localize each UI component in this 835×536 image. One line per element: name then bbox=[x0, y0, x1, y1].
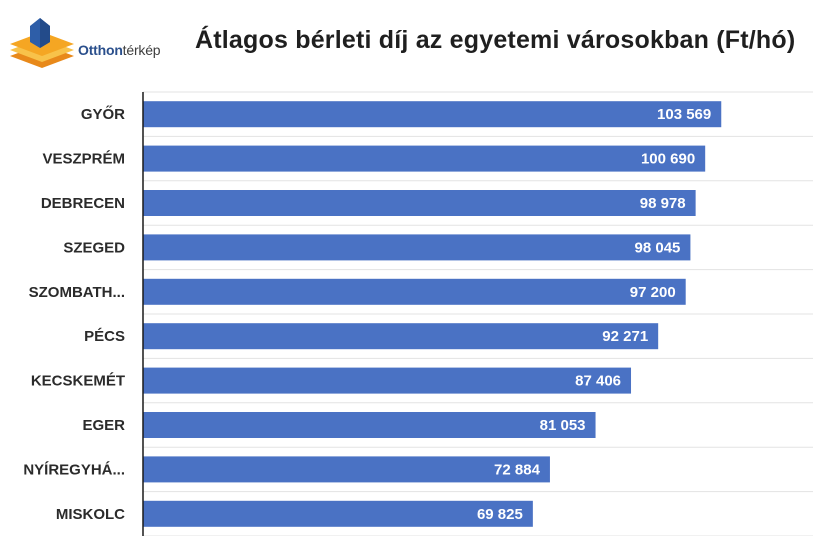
bar-value-label: 87 406 bbox=[575, 373, 621, 390]
logo-text: Otthontérkép bbox=[78, 42, 161, 58]
category-label: GYŐR bbox=[81, 105, 125, 123]
category-label: DEBRECEN bbox=[41, 195, 125, 212]
bar bbox=[143, 367, 632, 394]
bar bbox=[143, 234, 691, 261]
category-label: NYÍREGYHÁ... bbox=[23, 461, 125, 478]
bar bbox=[143, 456, 550, 483]
logo-text-light: térkép bbox=[122, 42, 161, 58]
category-label: KECSKEMÉT bbox=[31, 373, 125, 390]
bar bbox=[143, 101, 722, 128]
bar-value-label: 92 271 bbox=[602, 328, 648, 345]
bar-value-label: 98 978 bbox=[640, 195, 686, 212]
bar bbox=[143, 412, 596, 438]
category-label: SZOMBATH... bbox=[29, 284, 125, 301]
bar-value-label: 98 045 bbox=[635, 239, 681, 256]
bar bbox=[143, 278, 686, 305]
category-label: EGER bbox=[82, 417, 125, 434]
bar-value-label: 100 690 bbox=[641, 151, 695, 168]
bar-value-label: 97 200 bbox=[630, 284, 676, 301]
category-label: SZEGED bbox=[63, 239, 125, 256]
logo-text-bold: Otthon bbox=[78, 42, 123, 58]
category-label: MISKOLC bbox=[56, 506, 125, 523]
category-label: VESZPRÉM bbox=[42, 151, 125, 168]
bar-value-label: 103 569 bbox=[657, 106, 711, 123]
bar-value-label: 69 825 bbox=[477, 506, 523, 523]
bar bbox=[143, 323, 659, 350]
chart-title: Átlagos bérleti díj az egyetemi városokb… bbox=[195, 26, 796, 54]
bar bbox=[143, 190, 696, 216]
bar bbox=[143, 500, 533, 527]
bar-value-label: 72 884 bbox=[494, 461, 541, 478]
otthonterkep-logo: Otthontérkép bbox=[8, 12, 178, 76]
bar-value-label: 81 053 bbox=[540, 417, 586, 434]
category-label: PÉCS bbox=[84, 328, 125, 345]
bar bbox=[143, 145, 706, 172]
house-layers-icon bbox=[10, 18, 74, 68]
